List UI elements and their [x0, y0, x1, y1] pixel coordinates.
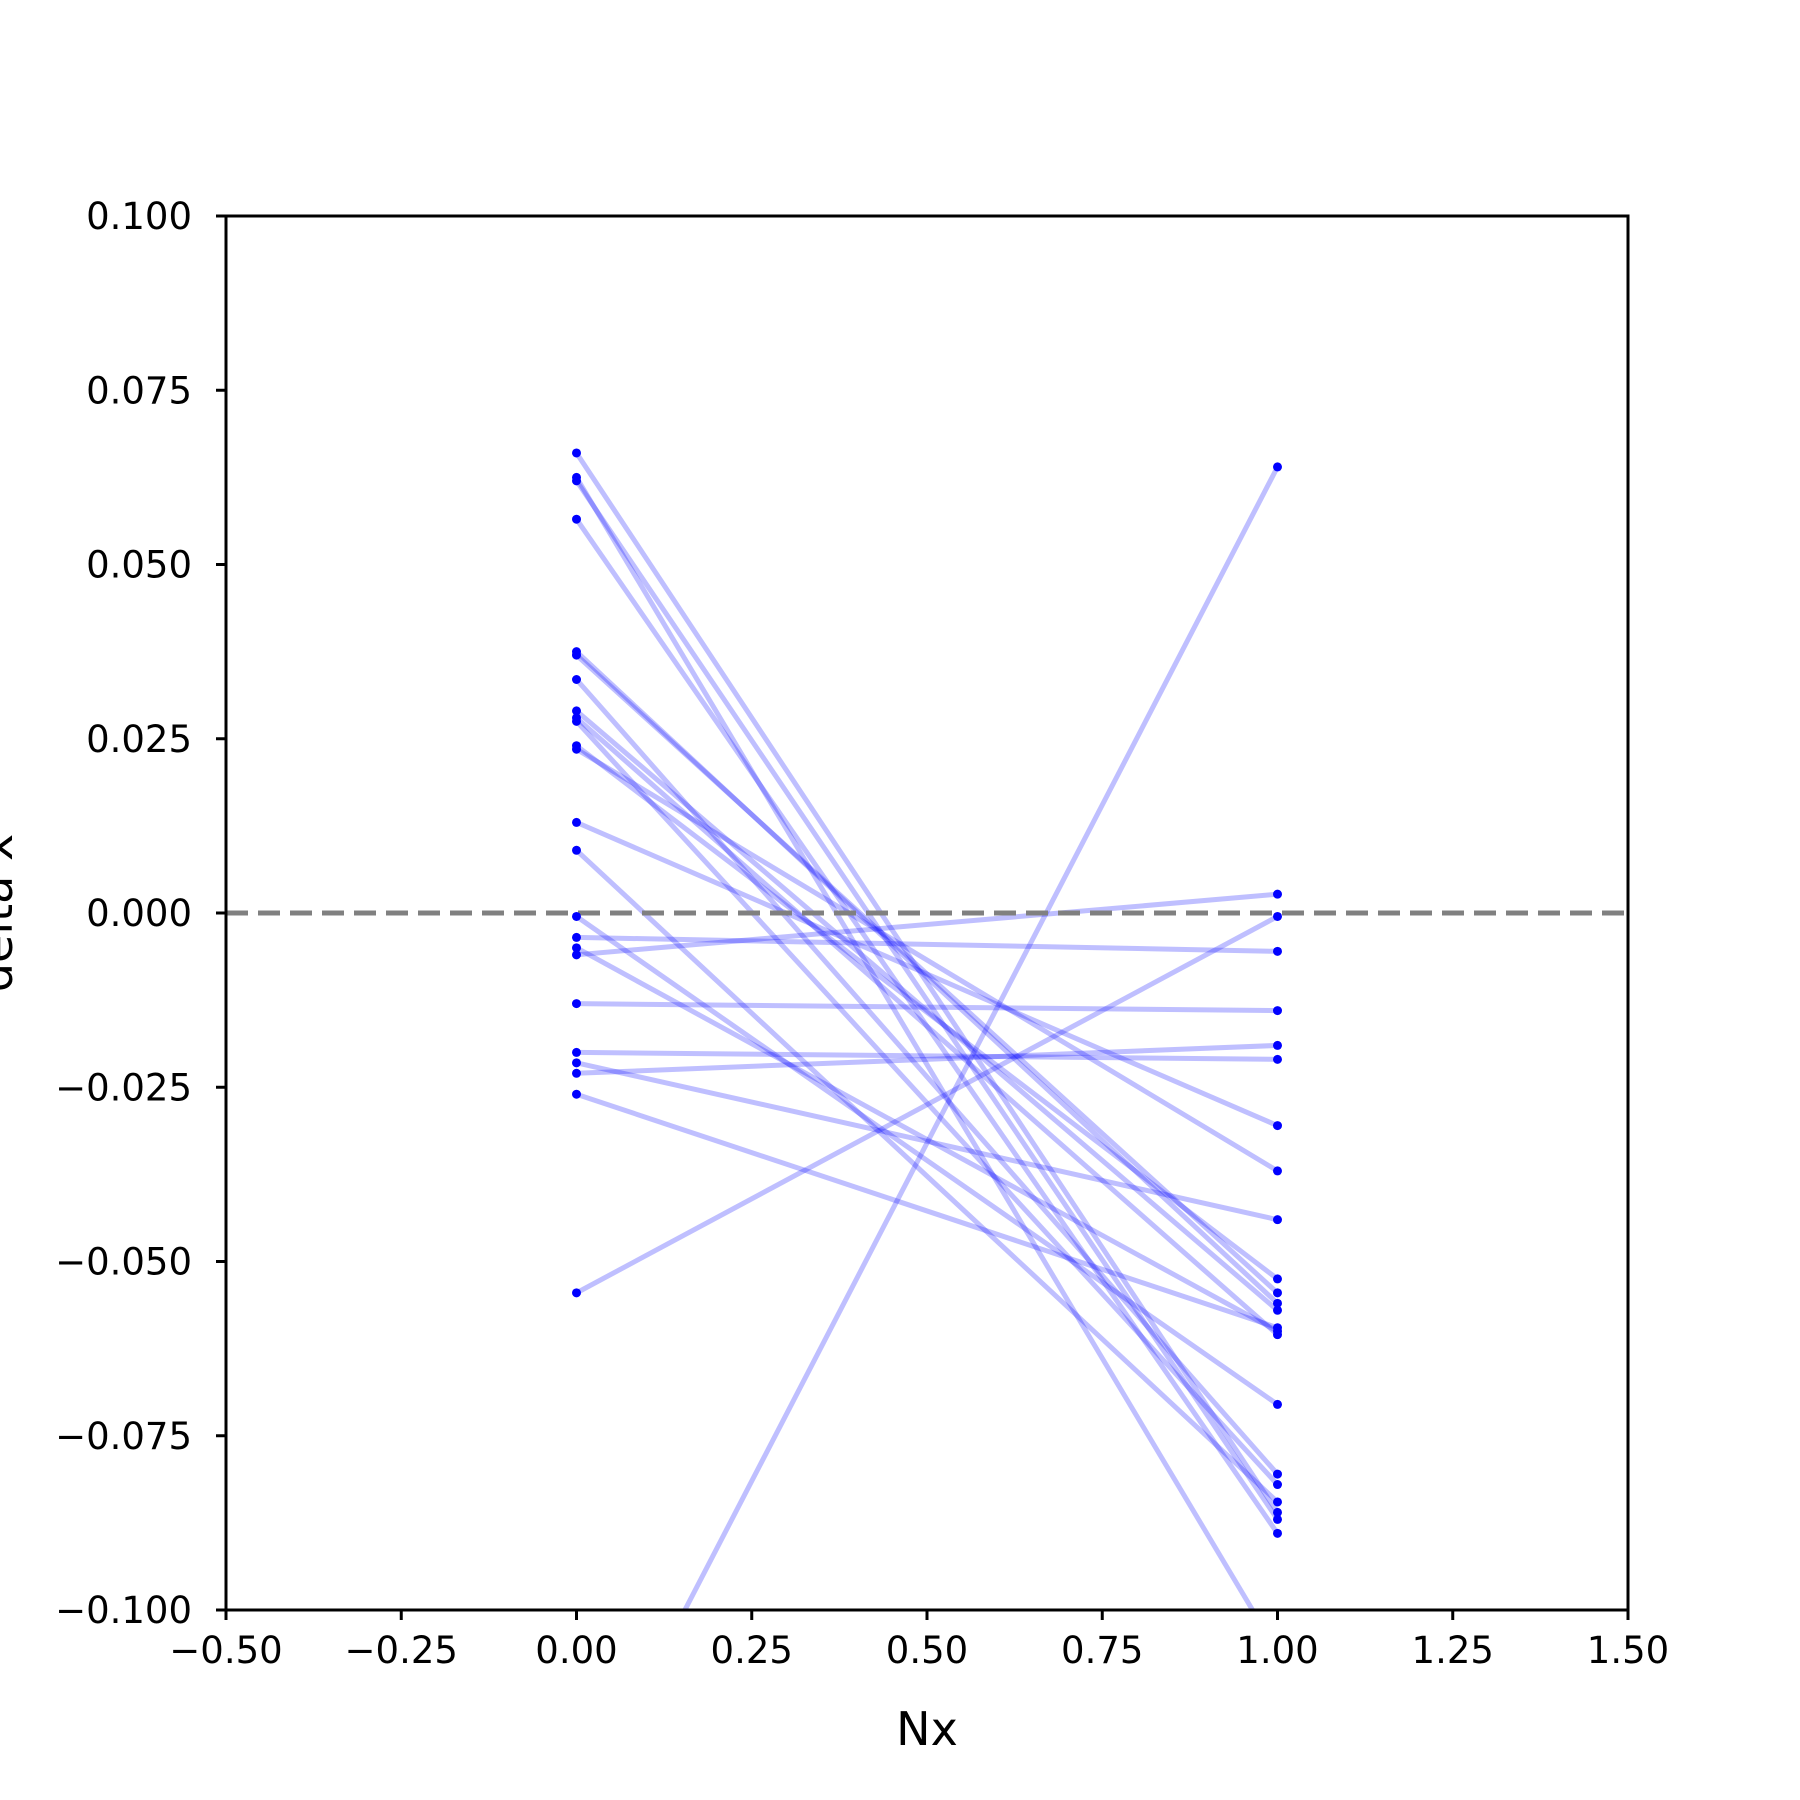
plot-frame — [224, 214, 1630, 1612]
series-lines — [574, 451, 1280, 1610]
data-point-11-start — [572, 744, 581, 754]
series-line-12 — [575, 820, 1279, 1128]
data-point-23-end — [1273, 911, 1282, 921]
series-line-24 — [682, 465, 1280, 1610]
data-point-7-start — [572, 706, 581, 716]
x-tick-label: −0.50 — [169, 1629, 282, 1672]
y-tick-label: −0.075 — [55, 1415, 192, 1458]
series-markers — [572, 448, 1282, 1538]
data-point-17-end — [1273, 889, 1282, 899]
data-point-13-end — [1273, 1497, 1282, 1507]
data-point-5-start — [572, 650, 581, 660]
y-tick-label: 0.000 — [86, 892, 192, 935]
data-point-2-start — [572, 476, 581, 486]
x-tick-label: 1.25 — [1412, 1629, 1494, 1672]
data-point-9-start — [572, 716, 581, 726]
x-tick-label: 0.25 — [711, 1629, 793, 1672]
data-point-11-end — [1273, 1166, 1282, 1176]
x-tick-label: 0.75 — [1061, 1629, 1143, 1672]
data-point-3-end — [1273, 1528, 1282, 1538]
y-tick-label: 0.025 — [86, 718, 192, 761]
series-line-7 — [574, 708, 1280, 1313]
data-point-3-start — [572, 514, 581, 524]
x-tick-label: 1.00 — [1236, 1629, 1318, 1672]
series-line-16 — [575, 945, 1279, 1334]
series-line-18 — [576, 1001, 1278, 1014]
data-point-17-start — [572, 950, 581, 960]
series-line-9 — [574, 719, 1280, 1487]
data-point-14-end — [1273, 1399, 1282, 1409]
axis-ticks: −0.50 −0.25 0.00 0.25 0.50 0.75 1.00 1.25 1.50 0.… — [55, 195, 1669, 1672]
y-tick-label: −0.025 — [55, 1066, 192, 1109]
series-line-11 — [575, 747, 1279, 1174]
data-point-18-end — [1273, 1006, 1282, 1016]
y-axis-label: delta x — [0, 834, 23, 992]
x-axis-label: Nx — [896, 1702, 958, 1756]
series-line-17 — [576, 891, 1278, 958]
data-point-23-start — [572, 1288, 581, 1298]
data-point-15-start — [572, 932, 581, 942]
data-point-6-start — [572, 675, 581, 685]
data-point-19-start — [572, 1047, 581, 1057]
data-point-21-start — [572, 1068, 581, 1078]
y-tick-label: −0.100 — [55, 1589, 192, 1632]
data-point-12-start — [572, 817, 581, 827]
data-point-21-end — [1273, 1040, 1282, 1050]
data-point-14-start — [572, 911, 581, 921]
y-tick-label: 0.050 — [86, 544, 192, 587]
data-point-12-end — [1273, 1121, 1282, 1131]
series-line-22 — [575, 1091, 1279, 1331]
x-tick-label: 1.50 — [1587, 1629, 1669, 1672]
data-point-5-end — [1273, 1288, 1282, 1298]
series-line-8 — [574, 715, 1280, 1337]
data-point-7-end — [1273, 1305, 1282, 1315]
data-point-22-start — [572, 1089, 581, 1099]
data-point-10-end — [1273, 1274, 1282, 1284]
series-line-13 — [574, 848, 1280, 1504]
series-line-5 — [574, 653, 1280, 1295]
data-point-16-start — [572, 943, 581, 953]
series-line-0 — [574, 451, 1280, 1514]
series-line-14 — [575, 914, 1279, 1407]
series-line-21 — [576, 1042, 1278, 1076]
x-tick-label: 0.00 — [535, 1629, 617, 1672]
series-line-6 — [574, 677, 1280, 1476]
data-point-20-start — [572, 1058, 581, 1068]
x-tick-label: 0.50 — [886, 1629, 968, 1672]
x-tick-label: −0.25 — [345, 1629, 458, 1672]
data-point-4-end — [1273, 1298, 1282, 1308]
series-line-20 — [575, 1060, 1279, 1223]
y-tick-label: 0.075 — [86, 369, 192, 412]
data-point-24-end — [1273, 462, 1282, 472]
data-point-0-start — [572, 448, 581, 458]
series-line-3 — [574, 517, 1280, 1535]
data-point-13-start — [572, 845, 581, 855]
series-line-15 — [576, 934, 1278, 954]
y-tick-label: 0.100 — [86, 195, 192, 238]
data-point-2-end — [1273, 1514, 1282, 1524]
data-point-15-end — [1273, 946, 1282, 956]
series-line-19 — [576, 1049, 1278, 1062]
data-point-6-end — [1273, 1469, 1282, 1479]
data-point-20-end — [1273, 1215, 1282, 1225]
series-line-2 — [574, 479, 1280, 1521]
data-point-22-end — [1273, 1323, 1282, 1333]
data-point-9-end — [1273, 1480, 1282, 1490]
data-point-0-end — [1273, 1507, 1282, 1517]
series-line-23 — [575, 914, 1279, 1296]
data-point-18-start — [572, 999, 581, 1009]
series-line-4 — [574, 649, 1280, 1306]
data-point-19-end — [1273, 1054, 1282, 1064]
series-line-10 — [574, 743, 1280, 1281]
series-line-1 — [574, 476, 1256, 1610]
y-tick-label: −0.050 — [55, 1241, 192, 1284]
